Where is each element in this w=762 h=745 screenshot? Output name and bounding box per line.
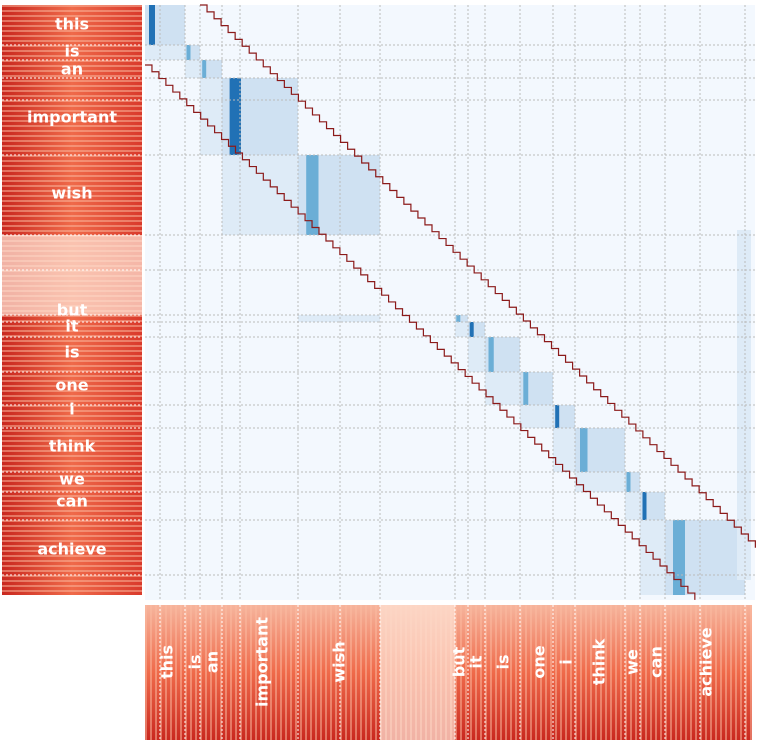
- row-word: it: [65, 317, 78, 336]
- attention-column: [737, 230, 751, 580]
- bottom-silence: [380, 605, 455, 740]
- attention-neighbor: [298, 315, 380, 322]
- attention-peak: [626, 472, 631, 492]
- row-word: i: [69, 400, 74, 419]
- attention-neighbor: [145, 45, 185, 60]
- row-word: is: [64, 343, 79, 362]
- attention-peak: [580, 428, 588, 472]
- row-word: wish: [51, 184, 92, 203]
- attention-neighbor: [185, 60, 200, 78]
- attention-peak: [673, 520, 685, 595]
- attention-neighbor: [625, 492, 640, 520]
- column-word: one: [530, 645, 549, 678]
- attention-neighbor: [575, 472, 625, 492]
- column-word: can: [647, 646, 666, 678]
- attention-peak: [149, 5, 155, 45]
- attention-peak: [456, 315, 461, 322]
- attention-neighbor: [520, 405, 553, 428]
- column-word: an: [203, 651, 222, 673]
- attention-peak: [642, 492, 647, 520]
- attention-neighbor: [222, 155, 298, 235]
- row-word: can: [56, 492, 88, 511]
- row-word: but: [57, 301, 88, 320]
- column-word: i: [557, 659, 576, 664]
- row-word: an: [61, 60, 83, 79]
- column-word: we: [623, 649, 642, 675]
- column-word: think: [590, 638, 609, 685]
- row-word: one: [55, 376, 88, 395]
- column-word: wish: [330, 641, 349, 682]
- attention-neighbor: [200, 78, 222, 155]
- attention-neighbor: [455, 322, 468, 337]
- column-word: but: [450, 646, 469, 677]
- band-upper: [200, 4, 756, 548]
- column-word: is: [186, 654, 205, 669]
- column-word: this: [158, 645, 177, 679]
- attention-block: [455, 315, 468, 322]
- row-word: important: [27, 108, 117, 127]
- row-word: think: [49, 437, 96, 456]
- row-word: we: [59, 470, 85, 489]
- column-word: is: [494, 654, 513, 669]
- attention-neighbor: [553, 428, 575, 472]
- band-lower: [145, 64, 696, 600]
- column-word: achieve: [697, 627, 716, 696]
- left-silence: [2, 235, 142, 315]
- column-word: it: [467, 655, 486, 668]
- attention-peak: [306, 155, 319, 235]
- attention-peak: [555, 405, 560, 428]
- attention-peak: [202, 60, 207, 78]
- attention-peak: [186, 45, 191, 60]
- column-word: important: [253, 617, 272, 707]
- row-word: this: [55, 15, 89, 34]
- attention-peak: [229, 78, 241, 155]
- row-word: achieve: [37, 540, 106, 559]
- attention-peak: [523, 372, 529, 405]
- attention-neighbor: [485, 372, 520, 405]
- attention-peak: [469, 322, 474, 337]
- attention-peak: [488, 337, 494, 372]
- row-word: is: [64, 42, 79, 61]
- attention-neighbor: [468, 337, 485, 372]
